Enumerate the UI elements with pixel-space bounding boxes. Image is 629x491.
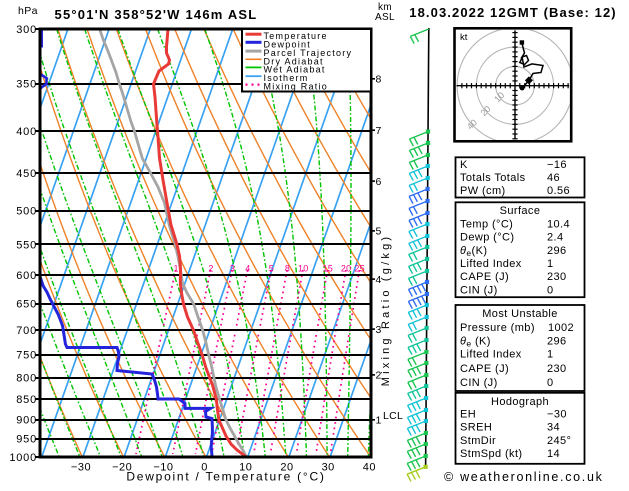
- svg-text:Temperature: Temperature: [264, 31, 328, 41]
- svg-text:hPa: hPa: [18, 5, 38, 17]
- svg-text:θe(K): θe(K): [460, 245, 487, 258]
- svg-text:0.56: 0.56: [547, 185, 570, 197]
- svg-text:Mixing Ratio (g/kg): Mixing Ratio (g/kg): [380, 234, 392, 387]
- svg-text:LCL: LCL: [383, 410, 403, 422]
- svg-text:4: 4: [245, 264, 250, 274]
- svg-text:1000: 1000: [9, 452, 37, 464]
- svg-text:1: 1: [547, 349, 554, 361]
- svg-text:950: 950: [16, 434, 37, 446]
- svg-text:55°01'N 358°52'W 146m ASL: 55°01'N 358°52'W 146m ASL: [55, 7, 258, 22]
- svg-text:CIN (J): CIN (J): [460, 377, 498, 389]
- svg-text:2.4: 2.4: [547, 232, 564, 244]
- svg-text:Totals Totals: Totals Totals: [460, 172, 526, 184]
- svg-text:20: 20: [341, 264, 352, 274]
- svg-text:3: 3: [230, 264, 235, 274]
- svg-text:StmDir: StmDir: [460, 435, 496, 447]
- svg-text:SREH: SREH: [460, 422, 492, 434]
- svg-text:Hodograph: Hodograph: [491, 396, 549, 408]
- svg-text:296: 296: [547, 335, 567, 347]
- svg-text:800: 800: [16, 373, 37, 385]
- svg-text:25: 25: [354, 264, 365, 274]
- svg-text:15: 15: [322, 264, 333, 274]
- svg-text:−30: −30: [547, 409, 567, 421]
- svg-text:Surface: Surface: [500, 205, 541, 217]
- svg-text:46: 46: [547, 172, 560, 184]
- svg-text:10: 10: [239, 462, 252, 474]
- svg-text:km: km: [378, 2, 392, 13]
- svg-text:© weatheronline.co.uk: © weatheronline.co.uk: [444, 470, 604, 484]
- svg-text:850: 850: [16, 394, 37, 406]
- svg-text:Lifted Index: Lifted Index: [460, 258, 522, 270]
- svg-text:500: 500: [16, 205, 37, 217]
- svg-text:14: 14: [547, 448, 560, 460]
- svg-text:StmSpd (kt): StmSpd (kt): [460, 448, 522, 460]
- svg-text:Dewpoint: Dewpoint: [264, 39, 312, 49]
- svg-text:600: 600: [16, 270, 37, 282]
- svg-text:1: 1: [547, 258, 554, 270]
- svg-text:34: 34: [547, 422, 560, 434]
- svg-text:300: 300: [16, 24, 37, 36]
- svg-text:1: 1: [173, 264, 178, 274]
- svg-text:CAPE (J): CAPE (J): [460, 271, 509, 283]
- svg-text:Dewp (°C): Dewp (°C): [460, 232, 514, 244]
- svg-text:3: 3: [376, 324, 382, 336]
- svg-text:K: K: [460, 159, 468, 171]
- svg-text:40: 40: [363, 462, 376, 474]
- svg-text:CIN (J): CIN (J): [460, 284, 498, 296]
- svg-text:230: 230: [547, 271, 567, 283]
- svg-text:Dewpoint / Temperature (°C): Dewpoint / Temperature (°C): [126, 470, 325, 484]
- svg-text:230: 230: [547, 363, 567, 375]
- svg-text:4: 4: [376, 274, 382, 286]
- svg-text:18.03.2022 12GMT (Base: 12): 18.03.2022 12GMT (Base: 12): [409, 5, 616, 20]
- svg-text:900: 900: [16, 414, 37, 426]
- svg-text:30: 30: [322, 462, 335, 474]
- svg-text:Temp (°C): Temp (°C): [460, 218, 513, 230]
- svg-text:0: 0: [547, 284, 554, 296]
- svg-text:PW (cm): PW (cm): [460, 185, 506, 197]
- svg-text:CAPE (J): CAPE (J): [460, 363, 509, 375]
- svg-text:8: 8: [285, 264, 290, 274]
- svg-text:2: 2: [376, 370, 382, 382]
- svg-text:Isotherm: Isotherm: [264, 73, 309, 83]
- svg-text:Dry Adiabat: Dry Adiabat: [264, 56, 324, 66]
- svg-text:8: 8: [376, 74, 382, 86]
- svg-text:10: 10: [492, 90, 506, 104]
- svg-text:−20: −20: [112, 462, 132, 474]
- svg-text:2: 2: [208, 264, 213, 274]
- svg-text:Parcel Trajectory: Parcel Trajectory: [264, 48, 353, 58]
- svg-text:245°: 245°: [547, 435, 571, 447]
- svg-text:5: 5: [269, 264, 274, 274]
- svg-text:Wet Adiabat: Wet Adiabat: [264, 64, 326, 74]
- svg-text:550: 550: [16, 239, 37, 251]
- svg-text:40: 40: [465, 117, 479, 131]
- svg-text:700: 700: [16, 325, 37, 337]
- svg-text:θe (K): θe (K): [460, 335, 491, 348]
- svg-text:296: 296: [547, 245, 567, 257]
- svg-text:−30: −30: [71, 462, 91, 474]
- svg-text:ASL: ASL: [375, 12, 395, 23]
- svg-text:400: 400: [16, 126, 37, 138]
- svg-text:5: 5: [376, 226, 382, 238]
- svg-text:0: 0: [201, 462, 208, 474]
- svg-text:Pressure (mb): Pressure (mb): [460, 322, 535, 334]
- svg-text:Mixing Ratio: Mixing Ratio: [264, 82, 329, 92]
- svg-text:10: 10: [298, 264, 309, 274]
- svg-text:450: 450: [16, 168, 37, 180]
- svg-text:6: 6: [376, 176, 382, 188]
- svg-text:0: 0: [547, 377, 554, 389]
- svg-text:650: 650: [16, 299, 37, 311]
- svg-text:750: 750: [16, 350, 37, 362]
- svg-text:7: 7: [376, 125, 382, 137]
- svg-text:350: 350: [16, 79, 37, 91]
- svg-text:10.4: 10.4: [547, 218, 570, 230]
- svg-text:Lifted Index: Lifted Index: [460, 349, 522, 361]
- svg-text:−16: −16: [547, 159, 567, 171]
- svg-text:1: 1: [376, 415, 382, 427]
- svg-text:1002: 1002: [548, 322, 574, 334]
- svg-text:20: 20: [280, 462, 293, 474]
- svg-text:−10: −10: [153, 462, 173, 474]
- svg-text:kt: kt: [460, 32, 468, 43]
- svg-text:Most Unstable: Most Unstable: [482, 308, 558, 320]
- svg-text:EH: EH: [460, 409, 476, 421]
